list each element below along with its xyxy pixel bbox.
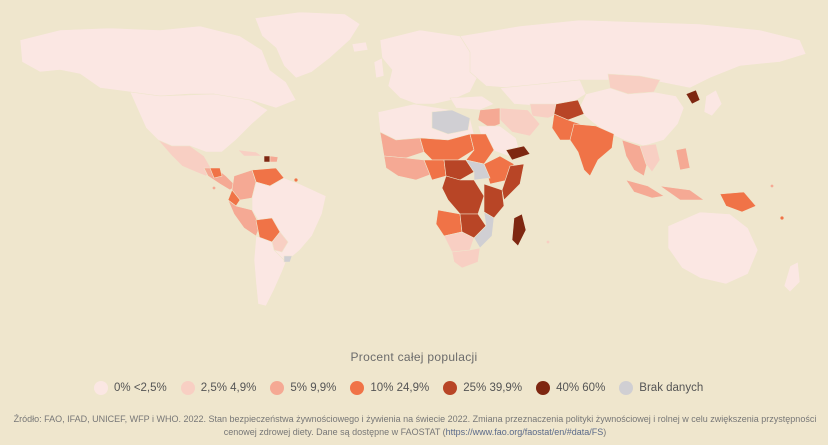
legend-label: 40% 60%	[556, 382, 606, 394]
region-west-africa[interactable]	[383, 155, 433, 181]
region-uruguay[interactable]	[283, 255, 293, 263]
source-end: )	[603, 427, 607, 437]
legend-swatch	[443, 381, 458, 395]
region-island-dot[interactable]	[212, 186, 216, 190]
region-angola[interactable]	[435, 209, 463, 237]
legend-label: 2,5% 4,9%	[200, 382, 257, 394]
region-island-dot[interactable]	[546, 240, 550, 244]
region-brazil[interactable]	[251, 177, 327, 263]
legend-label: Brak danych	[639, 382, 704, 394]
region-kazakhstan[interactable]	[499, 79, 587, 107]
region-cuba[interactable]	[237, 149, 263, 157]
region-island-dot[interactable]	[780, 216, 784, 220]
legend-swatch	[270, 381, 285, 395]
region-iraq-syria[interactable]	[477, 107, 501, 129]
source-note: Źródło: FAO, IFAD, UNICEF, WFP i WHO. 20…	[6, 413, 824, 439]
legend-item[interactable]: 10% 24,9%	[350, 381, 429, 395]
legend-label: 5% 9,9%	[290, 382, 337, 394]
region-australia[interactable]	[667, 211, 759, 285]
legend-swatch	[536, 381, 551, 395]
legend-swatch	[350, 381, 365, 395]
region-north-korea[interactable]	[685, 89, 701, 105]
legend-item[interactable]: 0% <2,5%	[94, 381, 167, 395]
region-island-dot[interactable]	[294, 178, 298, 182]
legend-item[interactable]: Brak danych	[619, 381, 703, 395]
region-yemen[interactable]	[505, 145, 531, 161]
region-kenya-tanzania[interactable]	[483, 183, 505, 219]
region-turkey[interactable]	[449, 95, 495, 111]
region-china[interactable]	[577, 87, 685, 147]
region-usa[interactable]	[129, 91, 269, 153]
legend-swatch	[619, 381, 634, 395]
region-somalia[interactable]	[501, 163, 525, 201]
region-uk[interactable]	[373, 57, 385, 79]
world-map	[19, 11, 807, 307]
legend-item[interactable]: 2,5% 4,9%	[180, 381, 257, 395]
region-philippines[interactable]	[675, 147, 691, 171]
legend-title: Procent całej populacji	[350, 350, 478, 364]
source-text: Źródło: FAO, IFAD, UNICEF, WFP i WHO. 20…	[13, 414, 817, 437]
region-island-dot[interactable]	[770, 184, 774, 188]
region-new-zealand[interactable]	[783, 261, 801, 293]
region-namibia-botswana[interactable]	[443, 231, 475, 253]
region-central-african-rep[interactable]	[443, 159, 475, 181]
legend-swatch	[94, 381, 108, 395]
region-argentina-chile[interactable]	[253, 235, 287, 307]
region-iceland[interactable]	[351, 41, 369, 53]
region-congo-drc[interactable]	[441, 175, 485, 215]
region-russia[interactable]	[459, 19, 807, 89]
region-papua-new-guinea[interactable]	[719, 191, 757, 213]
source-link[interactable]: https://www.fao.org/faostat/en/#data/FS	[445, 427, 604, 437]
region-greenland[interactable]	[254, 11, 361, 79]
region-guatemala[interactable]	[209, 167, 223, 179]
region-japan[interactable]	[703, 89, 723, 117]
region-afghanistan[interactable]	[553, 99, 585, 121]
region-indochina[interactable]	[639, 143, 661, 173]
region-south-africa[interactable]	[451, 247, 481, 269]
legend-label: 10% 24,9%	[370, 382, 430, 394]
region-western-sahara-mali[interactable]	[431, 109, 471, 135]
region-haiti[interactable]	[263, 155, 271, 163]
region-madagascar[interactable]	[511, 213, 527, 247]
legend-swatch	[180, 381, 195, 395]
region-south-sudan[interactable]	[465, 159, 491, 181]
legend-item[interactable]: 40% 60%	[536, 381, 605, 395]
legend: 0% <2,5% 2,5% 4,9% 5% 9,9% 10% 24,9% 25% 39,…	[94, 378, 703, 398]
region-india[interactable]	[569, 123, 615, 177]
region-indonesia[interactable]	[625, 179, 705, 201]
region-dominican[interactable]	[269, 155, 279, 163]
legend-item[interactable]: 25% 39,9%	[443, 381, 522, 395]
legend-item[interactable]: 5% 9,9%	[270, 381, 336, 395]
legend-label: 0% <2,5%	[114, 382, 167, 394]
region-niger-chad[interactable]	[419, 133, 475, 161]
legend-label: 25% 39,9%	[463, 382, 523, 394]
